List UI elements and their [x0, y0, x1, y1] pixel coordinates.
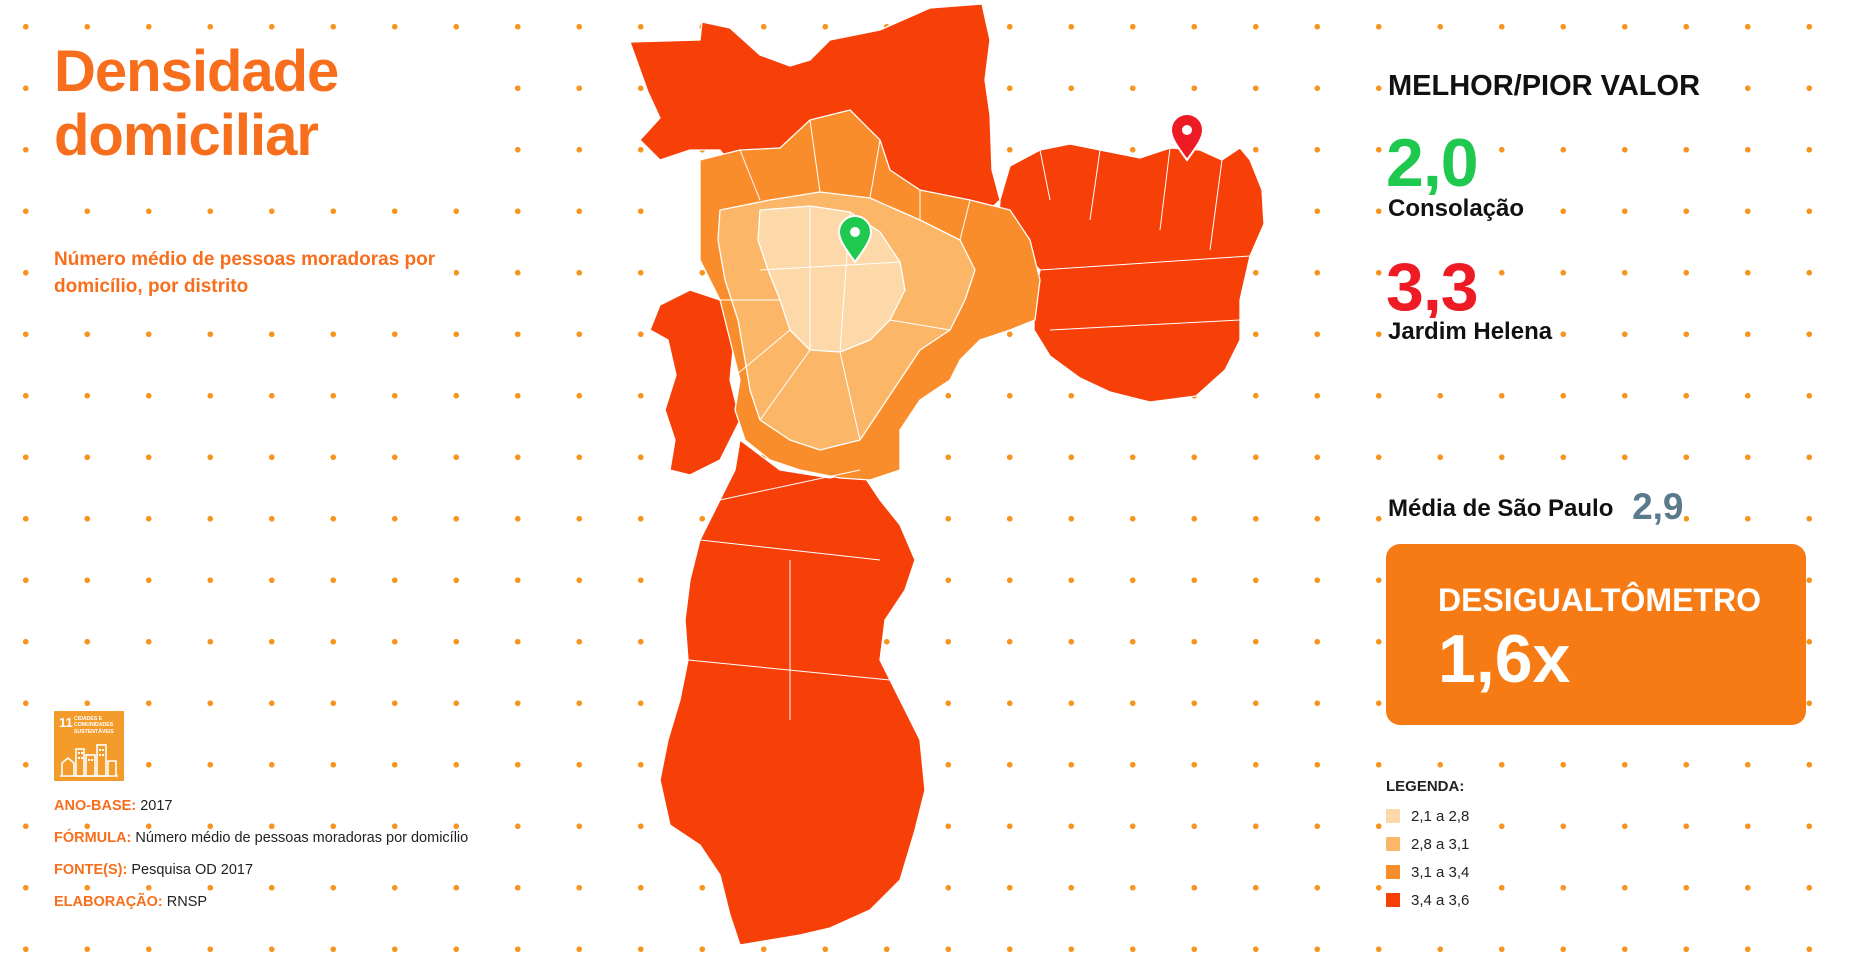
meta-fontes-value: Pesquisa OD 2017	[131, 862, 254, 878]
best-marker-pin[interactable]	[837, 215, 873, 264]
average-label: Média de São Paulo	[1388, 495, 1614, 522]
desigualtometro-value: 1,6x	[1438, 621, 1571, 697]
legend-item: 2,1 a 2,8	[1386, 802, 1469, 830]
best-district: Consolação	[1388, 195, 1525, 223]
legend: LEGENDA: 2,1 a 2,8 2,8 a 3,1 3,1 a 3,4 3…	[1386, 778, 1470, 914]
desigualtometro-card: DESIGUALTÔMETRO 1,6x	[1386, 544, 1806, 725]
legend-label-1: 2,1 a 2,8	[1411, 807, 1470, 825]
average-sao-paulo: Média de São Paulo 2,9	[1388, 486, 1684, 528]
sdg-number: 11	[59, 715, 73, 730]
legend-label-2: 2,8 a 3,1	[1411, 835, 1470, 853]
sao-paulo-district-map	[629, 3, 1265, 946]
page-title: Densidade domiciliar	[54, 40, 514, 168]
meta-elaboracao: ELABORAÇÃO: RNSP	[54, 894, 208, 910]
meta-ano-base-value: 2017	[140, 798, 173, 814]
sdg-label: Cidades e comunidades sustentáveis	[74, 716, 114, 735]
best-worst-heading: MELHOR/PIOR VALOR	[1388, 70, 1701, 103]
worst-district: Jardim Helena	[1388, 318, 1553, 346]
legend-item: 3,4 a 3,6	[1386, 886, 1469, 914]
meta-ano-base-key: ANO-BASE:	[54, 798, 137, 814]
meta-elaboracao-value: RNSP	[166, 894, 208, 910]
meta-formula-value: Número médio de pessoas moradoras por do…	[135, 830, 469, 846]
worst-marker-pin[interactable]	[1169, 113, 1205, 162]
legend-swatch-3	[1386, 865, 1400, 879]
legend-swatch-1	[1386, 809, 1400, 823]
meta-elaboracao-key: ELABORAÇÃO:	[54, 894, 163, 910]
best-value: 2,0	[1386, 125, 1479, 201]
meta-ano-base: ANO-BASE: 2017	[54, 798, 173, 814]
meta-formula-key: FÓRMULA:	[54, 830, 132, 846]
meta-fontes: FONTE(S): Pesquisa OD 2017	[54, 862, 254, 878]
meta-formula: FÓRMULA: Número médio de pessoas morador…	[54, 830, 469, 846]
legend-item: 3,1 a 3,4	[1386, 858, 1469, 886]
legend-label-4: 3,4 a 3,6	[1411, 891, 1470, 909]
page-subtitle: Número médio de pessoas moradoras por do…	[54, 246, 454, 300]
desigualtometro-label: DESIGUALTÔMETRO	[1438, 582, 1761, 618]
legend-label-3: 3,1 a 3,4	[1411, 863, 1470, 881]
meta-fontes-key: FONTE(S):	[54, 862, 128, 878]
district-region-north[interactable]	[629, 3, 1001, 233]
city-icon	[60, 744, 118, 777]
worst-value: 3,3	[1386, 249, 1479, 325]
legend-title: LEGENDA:	[1386, 778, 1465, 795]
district-region-south[interactable]	[659, 439, 926, 946]
legend-item: 2,8 a 3,1	[1386, 830, 1469, 858]
legend-swatch-4	[1386, 893, 1400, 907]
average-value: 2,9	[1632, 486, 1684, 527]
sdg-11-badge: 11 Cidades e comunidades sustentáveis	[54, 711, 124, 781]
legend-swatch-2	[1386, 837, 1400, 851]
